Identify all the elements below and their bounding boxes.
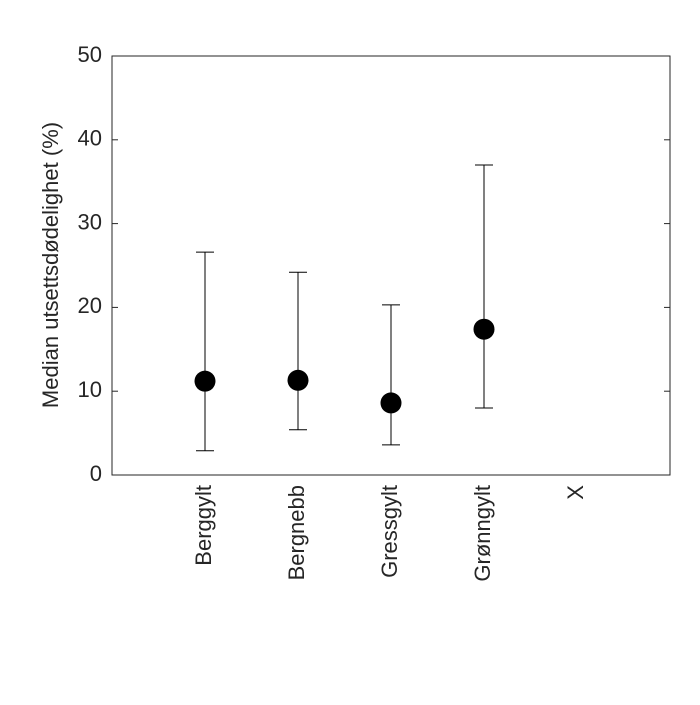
y-tick-label: 40 bbox=[78, 126, 102, 151]
y-tick-label: 30 bbox=[78, 209, 102, 234]
point bbox=[473, 318, 495, 340]
x-tick-label: Grønngylt bbox=[470, 485, 495, 582]
point bbox=[287, 369, 309, 391]
x-tick-label: Gressgylt bbox=[377, 485, 402, 578]
y-axis-label: Median utsettsdødelighet (%) bbox=[38, 122, 63, 408]
plot-box bbox=[111, 55, 671, 476]
y-tick-label: 50 bbox=[78, 42, 102, 67]
point bbox=[194, 370, 216, 392]
y-tick-label: 0 bbox=[90, 461, 102, 486]
point bbox=[380, 392, 402, 414]
x-tick-label: X bbox=[563, 485, 588, 500]
y-tick-label: 10 bbox=[78, 377, 102, 402]
x-tick-label: Bergnebb bbox=[284, 485, 309, 580]
y-tick-label: 20 bbox=[78, 293, 102, 318]
x-tick-label: Berggylt bbox=[191, 485, 216, 566]
